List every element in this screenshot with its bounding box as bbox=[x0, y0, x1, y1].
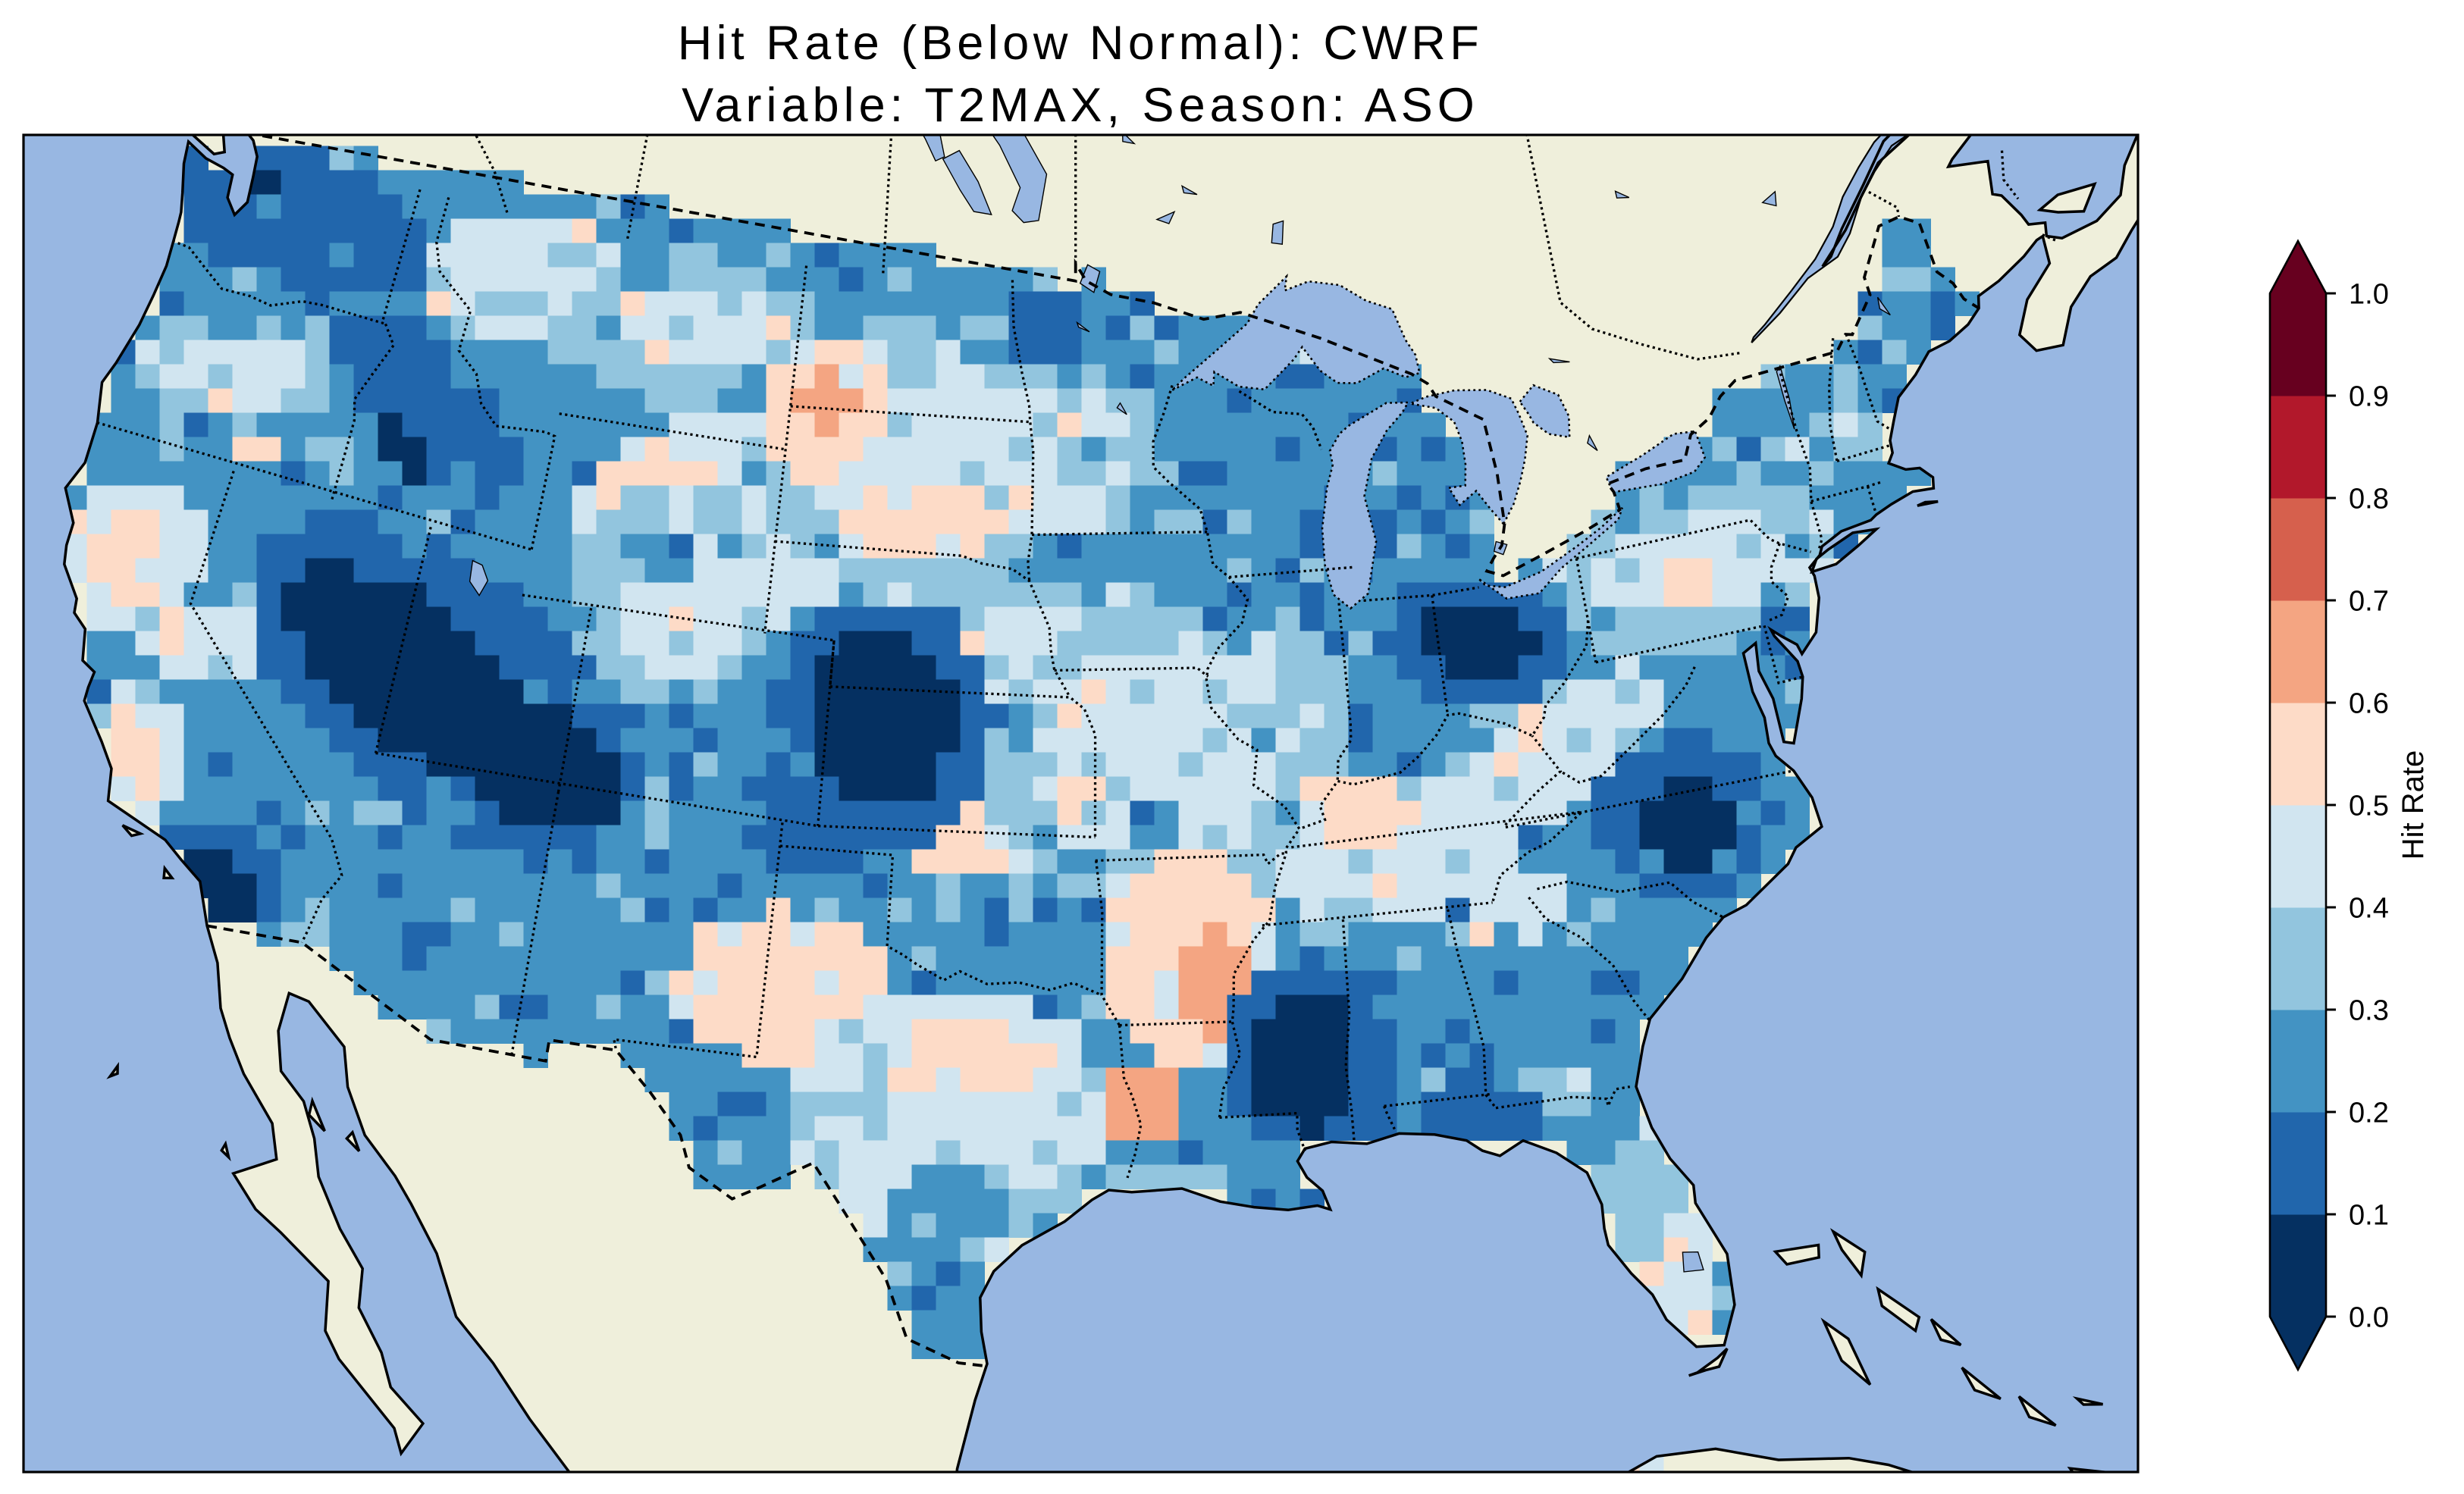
svg-text:0.6: 0.6 bbox=[2349, 688, 2389, 720]
svg-text:Hit Rate (Below Normal): CWRF: Hit Rate (Below Normal): CWRF bbox=[678, 17, 1484, 70]
svg-text:0.5: 0.5 bbox=[2349, 791, 2389, 822]
svg-text:0.2: 0.2 bbox=[2349, 1098, 2389, 1129]
svg-text:0.1: 0.1 bbox=[2349, 1200, 2389, 1232]
svg-text:0.7: 0.7 bbox=[2349, 586, 2389, 618]
svg-text:Hit Rate: Hit Rate bbox=[2397, 750, 2430, 860]
svg-text:Variable: T2MAX, Season: ASO: Variable: T2MAX, Season: ASO bbox=[682, 79, 1479, 132]
svg-text:0.0: 0.0 bbox=[2349, 1302, 2389, 1334]
svg-text:0.8: 0.8 bbox=[2349, 484, 2389, 515]
svg-text:0.3: 0.3 bbox=[2349, 995, 2389, 1027]
svg-text:0.4: 0.4 bbox=[2349, 893, 2389, 925]
svg-text:0.9: 0.9 bbox=[2349, 381, 2389, 413]
svg-text:1.0: 1.0 bbox=[2349, 279, 2389, 311]
